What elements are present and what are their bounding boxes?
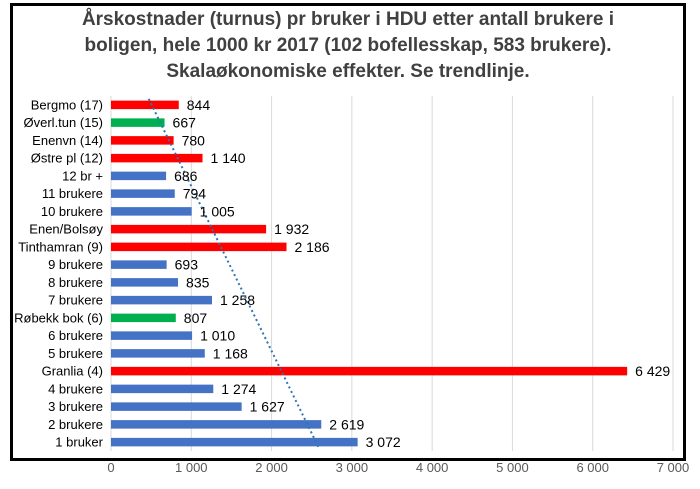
x-tick-label-4: 4 000 (416, 460, 449, 475)
category-label-2: Enenvn (14) (32, 133, 103, 148)
value-label-1: 667 (173, 115, 197, 131)
category-label-16: 4 brukere (48, 381, 103, 396)
value-label-12: 807 (184, 310, 208, 326)
chart-title-line-2: boligen, hele 1000 kr 2017 (102 bofelles… (84, 35, 612, 56)
bar-5 (111, 189, 175, 198)
value-label-15: 6 429 (635, 363, 670, 379)
value-label-9: 693 (175, 257, 199, 273)
value-label-2: 780 (182, 132, 206, 148)
category-label-4: 12 br + (62, 168, 103, 183)
value-label-5: 794 (183, 186, 207, 202)
value-label-13: 1 010 (200, 328, 235, 344)
x-tick-label-3: 3 000 (336, 460, 369, 475)
category-label-15: Granlia (4) (42, 364, 103, 379)
bar-15 (111, 366, 628, 376)
bar-3 (111, 153, 203, 163)
category-label-6: 10 brukere (41, 204, 103, 219)
category-label-11: 7 brukere (48, 293, 103, 308)
bar-10 (111, 278, 179, 287)
bar-2 (111, 136, 174, 145)
bar-6 (111, 207, 192, 216)
category-label-3: Østre pl (12) (31, 151, 103, 166)
category-label-13: 6 brukere (48, 328, 103, 343)
x-tick-label-1: 1 000 (175, 460, 208, 475)
category-label-19: 1 bruker (55, 435, 103, 450)
value-label-0: 844 (187, 97, 211, 113)
category-label-17: 3 brukere (48, 399, 103, 414)
bar-0 (111, 100, 179, 110)
bar-8 (111, 242, 287, 252)
value-label-3: 1 140 (211, 150, 246, 166)
category-label-9: 9 brukere (48, 257, 103, 272)
value-label-7: 1 932 (274, 221, 309, 237)
category-label-14: 5 brukere (48, 346, 103, 361)
bar-12 (111, 313, 176, 323)
category-labels: Bergmo (17) Øverl.tun (15) Enenvn (14) Østr… (14, 97, 104, 449)
bar-9 (111, 260, 167, 269)
bar-4 (111, 171, 167, 181)
value-label-6: 1 005 (200, 203, 235, 219)
value-label-10: 835 (186, 274, 210, 290)
value-label-4: 686 (174, 168, 198, 184)
bars (111, 100, 628, 447)
bar-1 (111, 118, 165, 127)
category-label-10: 8 brukere (48, 275, 103, 290)
x-tick-label-7: 7 000 (657, 460, 690, 475)
category-label-18: 2 brukere (48, 417, 103, 432)
bar-13 (111, 331, 193, 340)
bar-17 (111, 402, 242, 411)
value-label-14: 1 168 (213, 345, 248, 361)
value-label-11: 1 258 (220, 292, 255, 308)
chart-title-line-1: Årskostnader (turnus) pr bruker i HDU et… (81, 9, 615, 30)
x-tick-label-0: 0 (107, 460, 114, 475)
bar-7 (111, 224, 267, 234)
bar-18 (111, 420, 322, 429)
category-label-12: Røbekk bok (6) (14, 310, 103, 325)
chart-title: Årskostnader (turnus) pr bruker i HDU et… (10, 7, 686, 85)
bar-16 (111, 384, 214, 394)
category-label-5: 11 brukere (42, 186, 103, 201)
bar-14 (111, 349, 205, 358)
category-label-7: Enen/Bolsøy (29, 222, 103, 237)
chart-title-line-3: Skalaøkonomiske effekter. Se trendlinje. (166, 61, 530, 82)
value-label-19: 3 072 (366, 434, 401, 450)
value-label-17: 1 627 (250, 399, 285, 415)
value-label-18: 2 619 (329, 416, 364, 432)
value-label-16: 1 274 (221, 381, 256, 397)
x-tick-label-6: 6 000 (576, 460, 609, 475)
bar-11 (111, 295, 212, 305)
category-label-8: Tinthamran (9) (18, 239, 103, 254)
x-axis-tick-labels: 0 1 000 2 000 3 000 4 000 5 000 6 000 7 000 (107, 460, 689, 475)
bar-19 (111, 437, 358, 447)
category-label-1: Øverl.tun (15) (24, 115, 103, 130)
x-tick-label-5: 5 000 (496, 460, 529, 475)
value-label-8: 2 186 (295, 239, 330, 255)
x-tick-label-2: 2 000 (255, 460, 288, 475)
category-label-0: Bergmo (17) (31, 97, 103, 112)
